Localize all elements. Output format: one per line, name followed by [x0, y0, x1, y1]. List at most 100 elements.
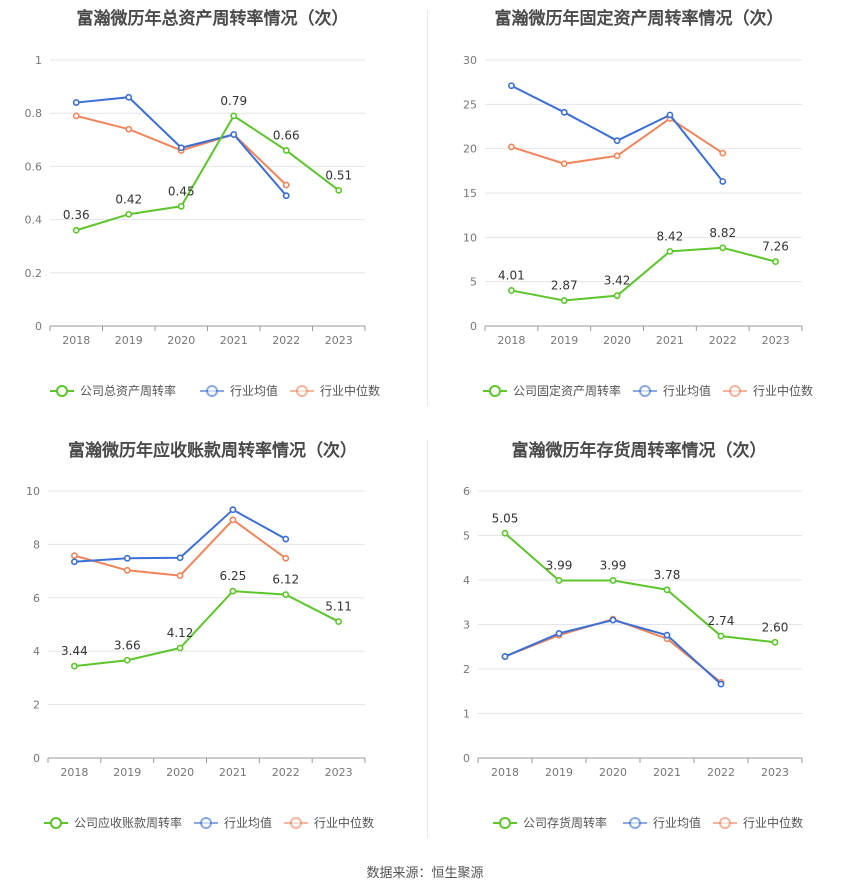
- legend-item-company[interactable]: 公司存货周转率: [493, 815, 607, 830]
- data-point-company: [335, 618, 342, 625]
- data-point-avg: [282, 192, 290, 200]
- data-point-avg: [555, 629, 563, 637]
- data-point-company: [555, 577, 563, 584]
- x-tick-label: 2023: [325, 766, 353, 779]
- data-point-company: [71, 662, 78, 670]
- chart-total-asset-turnover: 0 0.2 0.4 0.6 0.8 1 2018 2019 2020 2021 2022 2023 0.…: [25, 54, 381, 398]
- legend-item-median[interactable]: 行业中位数: [723, 383, 813, 398]
- x-tick-label: 2021: [220, 334, 248, 347]
- legend-item-median[interactable]: 行业中位数: [713, 815, 803, 830]
- data-label: 6.12: [272, 573, 299, 587]
- y-tick-label: 1: [463, 708, 470, 721]
- data-label: 5.11: [325, 600, 352, 614]
- data-point-avg: [176, 554, 184, 562]
- x-tick-label: 2018: [491, 766, 519, 779]
- x-tick-label: 2020: [599, 766, 627, 779]
- data-point-avg: [508, 82, 515, 90]
- series-line-company: [504, 532, 776, 644]
- data-point-company: [663, 586, 671, 594]
- data-point-avg: [177, 144, 185, 152]
- legend-item-avg[interactable]: 行业均值: [200, 383, 278, 398]
- data-label: 4.01: [498, 268, 525, 282]
- chart-inventory-turnover: 0 1 2 3 4 5 6 2018 2019 2020 2021 2022 2023 5.05 3.99 3…: [463, 485, 803, 830]
- data-label: 8.42: [657, 229, 684, 243]
- data-point-company: [613, 292, 621, 300]
- x-tick-label: 2019: [550, 334, 578, 347]
- data-point-company: [771, 638, 779, 646]
- y-tick-label: 0.8: [25, 107, 43, 120]
- legend-label: 行业均值: [653, 815, 701, 830]
- series-line-company: [74, 590, 340, 668]
- chart-panel-total-asset-turnover: 富瀚微历年总资产周转率情况（次） 0 0.2 0.4 0.6 0.8 1 2018 2019 2…: [0, 0, 425, 420]
- y-tick-label: 25: [463, 98, 477, 111]
- x-tick-label: 2023: [325, 334, 353, 347]
- data-point-avg: [72, 99, 80, 106]
- data-label: 0.36: [63, 208, 90, 222]
- y-tick-label: 0: [33, 752, 40, 765]
- y-tick-label: 2: [463, 663, 470, 676]
- x-tick-label: 2019: [115, 334, 143, 347]
- data-point-median: [125, 125, 133, 133]
- legend-marker-icon: [50, 817, 62, 829]
- legend-item-avg[interactable]: 行业均值: [194, 815, 272, 830]
- data-source-name: 恒生聚源: [431, 866, 484, 881]
- y-tick-label: 1: [35, 54, 42, 67]
- data-label: 0.79: [220, 94, 247, 108]
- y-tick-label: 0.4: [25, 214, 43, 227]
- legend-marker-icon: [206, 385, 218, 397]
- x-tick-label: 2018: [60, 766, 88, 779]
- data-point-avg: [663, 631, 671, 639]
- data-point-avg: [717, 680, 725, 688]
- data-point-company: [501, 529, 509, 537]
- series-line-company: [511, 246, 776, 302]
- data-point-avg: [719, 178, 727, 185]
- data-point-avg: [282, 535, 290, 543]
- x-tick-label: 2018: [497, 334, 525, 347]
- chart-title: 富瀚微历年存货周转率情况（次）: [511, 441, 767, 461]
- series-line-avg: [504, 619, 722, 685]
- data-point-median: [176, 572, 184, 580]
- legend-label: 行业中位数: [314, 815, 374, 830]
- legend-item-company[interactable]: 公司总资产周转率: [50, 383, 176, 398]
- data-point-company: [72, 226, 80, 234]
- legend-label: 公司总资产周转率: [80, 383, 176, 398]
- x-tick-label: 2020: [167, 334, 195, 347]
- data-point-median: [123, 566, 131, 574]
- x-tick-label: 2021: [219, 766, 247, 779]
- legend-marker-icon: [629, 817, 641, 829]
- y-tick-label: 10: [26, 485, 40, 498]
- legend-marker-icon: [719, 817, 731, 829]
- legend-item-avg[interactable]: 行业均值: [623, 815, 701, 830]
- chart-panel-fixed-asset-turnover: 富瀚微历年固定资产周转率情况（次） 0 5 10 15 20 25 30 2018 2019 20…: [428, 0, 850, 420]
- data-point-median: [72, 112, 80, 120]
- legend-item-avg[interactable]: 行业均值: [633, 383, 711, 398]
- y-tick-label: 6: [33, 592, 40, 605]
- legend-label: 行业中位数: [320, 383, 380, 398]
- data-point-median: [71, 552, 78, 560]
- y-tick-label: 5: [470, 276, 477, 289]
- data-point-median: [282, 181, 290, 189]
- x-tick-label: 2023: [761, 766, 789, 779]
- data-label: 6.25: [220, 569, 247, 583]
- chart-fixed-asset-turnover: 0 5 10 15 20 25 30 2018 2019 2020 2021 2022 2023 4.01…: [463, 54, 813, 398]
- legend-item-median[interactable]: 行业中位数: [284, 815, 374, 830]
- data-label: 5.05: [492, 511, 519, 525]
- data-point-median: [719, 149, 727, 157]
- data-label: 4.12: [167, 626, 194, 640]
- legend-item-company[interactable]: 公司固定资产周转率: [483, 383, 621, 398]
- series-line-company: [75, 114, 340, 232]
- legend-item-median[interactable]: 行业中位数: [290, 383, 380, 398]
- y-tick-label: 30: [463, 54, 477, 67]
- legend-item-company[interactable]: 公司应收账款周转率: [44, 815, 182, 830]
- legend-marker-icon: [290, 817, 302, 829]
- y-tick-label: 0.2: [25, 267, 43, 280]
- y-tick-label: 5: [463, 530, 470, 543]
- data-point-avg: [123, 554, 131, 562]
- data-point-company: [666, 247, 674, 255]
- series-line-median: [504, 618, 722, 684]
- y-tick-label: 0.6: [25, 160, 43, 173]
- x-tick-label: 2019: [545, 766, 573, 779]
- legend-marker-icon: [489, 385, 501, 397]
- data-point-avg: [609, 616, 617, 624]
- legend-label: 公司存货周转率: [523, 815, 607, 830]
